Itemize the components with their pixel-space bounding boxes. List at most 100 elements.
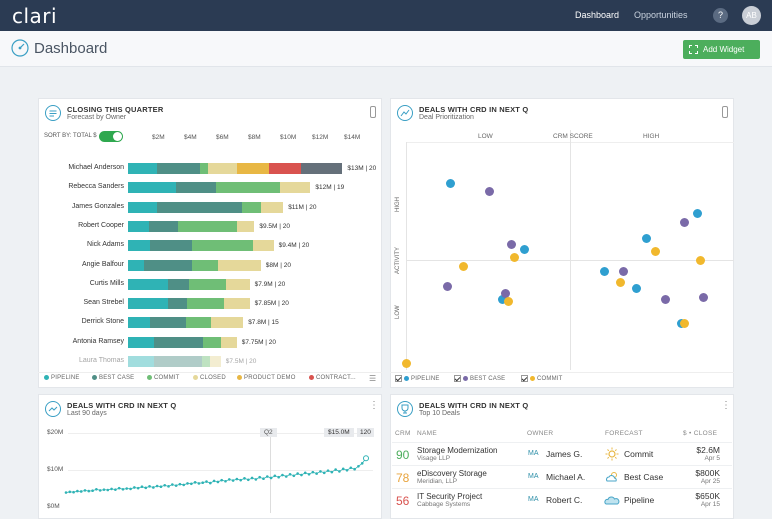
- clari-logo[interactable]: clari: [12, 4, 58, 28]
- bar-segment-closed[interactable]: [211, 317, 244, 329]
- line-point[interactable]: [64, 491, 68, 494]
- line-point[interactable]: [110, 487, 113, 491]
- line-point[interactable]: [243, 477, 246, 480]
- bar-segment-best-case[interactable]: [148, 220, 178, 232]
- bar-segment-closed[interactable]: [260, 201, 284, 213]
- scatter-point-commit[interactable]: [615, 277, 625, 287]
- bar-segment-best-case[interactable]: [168, 298, 188, 310]
- bar-segment-pipeline[interactable]: [128, 182, 176, 194]
- line-point[interactable]: [91, 489, 94, 493]
- scatter-point-pipeline[interactable]: [446, 178, 456, 188]
- owner-label[interactable]: Laura Thomas: [78, 357, 124, 364]
- line-point[interactable]: [284, 475, 288, 478]
- col-owner[interactable]: OWNER: [527, 430, 554, 437]
- checkbox-icon[interactable]: [454, 375, 461, 382]
- line-point[interactable]: [334, 468, 337, 471]
- line-point[interactable]: [114, 488, 117, 491]
- line-point[interactable]: [235, 477, 239, 481]
- scatter-point-commit[interactable]: [459, 262, 469, 272]
- line-point[interactable]: [239, 478, 242, 482]
- line-point[interactable]: [288, 473, 292, 476]
- scatter-point-pipeline[interactable]: [599, 266, 609, 276]
- table-row[interactable]: 90 Storage Modernization Visage LLP MA J…: [392, 442, 732, 465]
- scatter-point-best-case[interactable]: [484, 187, 494, 197]
- owner-label[interactable]: Curtis Mills: [89, 279, 124, 287]
- bar-segment-closed[interactable]: [224, 298, 250, 310]
- bar-segment-best-case[interactable]: [150, 240, 192, 252]
- bar-segment-best-case[interactable]: [168, 278, 189, 290]
- line-point[interactable]: [273, 474, 277, 478]
- bar-segment-closed[interactable]: [280, 182, 311, 194]
- line-point[interactable]: [129, 487, 132, 491]
- scatter-point-best-case[interactable]: [443, 281, 453, 291]
- line-point[interactable]: [79, 490, 83, 493]
- line-point[interactable]: [281, 473, 284, 477]
- bar-segment-best-case[interactable]: [150, 317, 186, 329]
- bar-segment-commit[interactable]: [203, 336, 221, 348]
- bar-segment-best-case[interactable]: [153, 356, 202, 367]
- line-point[interactable]: [341, 467, 345, 471]
- bar-segment-closed[interactable]: [220, 336, 237, 348]
- scatter-point-best-case[interactable]: [660, 295, 670, 305]
- bar-segment-best-case[interactable]: [176, 182, 216, 194]
- bar-segment-closed[interactable]: [236, 220, 255, 232]
- bar-segment-closed[interactable]: [217, 259, 261, 271]
- table-row[interactable]: 56 IT Security Project Cabbage Systems M…: [392, 488, 732, 511]
- bar-segment-other[interactable]: [300, 163, 343, 174]
- line-point[interactable]: [76, 489, 79, 493]
- legend-item[interactable]: PIPELINE: [44, 375, 80, 381]
- bar-segment-commit[interactable]: [192, 240, 253, 252]
- scatter-point-commit[interactable]: [651, 246, 661, 256]
- line-point[interactable]: [231, 479, 235, 482]
- bar-segment-best-case[interactable]: [156, 201, 242, 213]
- line-point[interactable]: [133, 486, 136, 489]
- bar-segment-pipeline[interactable]: [128, 201, 157, 213]
- line-point[interactable]: [159, 485, 163, 489]
- line-point[interactable]: [193, 481, 197, 484]
- bar-segment-pipeline[interactable]: [128, 240, 151, 252]
- owner-label[interactable]: Antonia Ramsey: [72, 337, 124, 345]
- line-point[interactable]: [95, 487, 98, 491]
- line-point[interactable]: [296, 472, 299, 475]
- bar-segment-pipeline[interactable]: [128, 278, 168, 290]
- bar-segment-commit[interactable]: [177, 220, 237, 232]
- line-point[interactable]: [254, 478, 258, 481]
- line-point[interactable]: [265, 475, 269, 478]
- more-icon[interactable]: ⋮: [369, 400, 379, 411]
- line-point[interactable]: [152, 486, 155, 489]
- owner-label[interactable]: Sean Strebel: [83, 299, 124, 307]
- bar-segment-product-demo[interactable]: [236, 163, 269, 174]
- deal-name[interactable]: Storage Modernization: [417, 446, 498, 455]
- add-widget-button[interactable]: Add Widget: [683, 40, 760, 59]
- line-point[interactable]: [307, 473, 311, 476]
- line-point[interactable]: [167, 485, 170, 488]
- scatter-point-commit[interactable]: [510, 253, 520, 263]
- scatter-point-best-case[interactable]: [500, 288, 510, 298]
- col-crm[interactable]: CRM: [395, 430, 411, 437]
- line-point[interactable]: [349, 466, 353, 470]
- line-point[interactable]: [205, 480, 208, 483]
- bar-segment-closed[interactable]: [208, 163, 237, 174]
- scatter-point-best-case[interactable]: [699, 292, 709, 302]
- bar-segment-commit[interactable]: [187, 298, 224, 310]
- bar-segment-commit[interactable]: [192, 259, 218, 271]
- line-point[interactable]: [224, 479, 227, 483]
- bar-segment-commit[interactable]: [201, 356, 210, 367]
- owner-label[interactable]: Nick Adams: [87, 241, 124, 249]
- scatter-point-best-case[interactable]: [507, 240, 517, 250]
- line-point[interactable]: [326, 469, 330, 472]
- bar-segment-pipeline[interactable]: [128, 163, 157, 174]
- scatter-point-pipeline[interactable]: [519, 244, 529, 254]
- col-name[interactable]: NAME: [417, 430, 437, 437]
- legend-item[interactable]: PRODUCT DEMO: [237, 375, 296, 381]
- bar-segment-pipeline[interactable]: [128, 220, 149, 232]
- line-point[interactable]: [155, 484, 159, 488]
- line-point[interactable]: [330, 470, 334, 474]
- scatter-point-commit[interactable]: [401, 358, 411, 368]
- legend-item[interactable]: BEST CASE: [92, 375, 134, 381]
- line-point[interactable]: [83, 489, 87, 492]
- latest-point-marker[interactable]: [363, 455, 369, 462]
- nav-opportunities[interactable]: Opportunities: [634, 10, 688, 20]
- col-amount-close[interactable]: $ • CLOSE: [683, 430, 718, 437]
- legend-item[interactable]: COMMIT: [147, 375, 180, 381]
